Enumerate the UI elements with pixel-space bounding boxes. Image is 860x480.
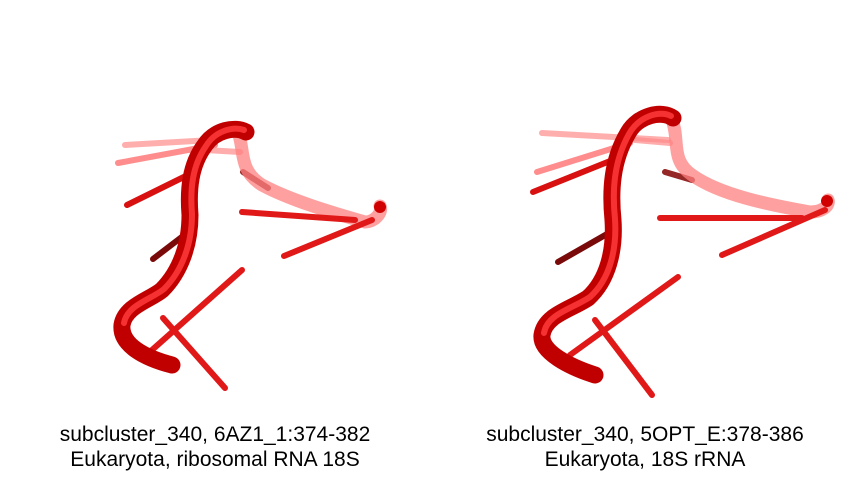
backbone-far-segment <box>665 113 835 219</box>
caption-title: subcluster_340, 6AZ1_1:374-382 <box>59 423 371 446</box>
base-stubs <box>530 154 828 398</box>
backbone-main-highlight <box>541 110 674 336</box>
caption-title: subcluster_340, 5OPT_E:378-386 <box>486 423 804 446</box>
backbone-end-cap <box>374 201 386 213</box>
base-stubs <box>124 167 375 391</box>
backbone-main-highlight <box>121 125 247 326</box>
backbone-far-segment <box>231 125 388 229</box>
rna-structure-view-right <box>530 105 835 398</box>
backbone-end-cap <box>821 195 833 207</box>
caption-subtitle: Eukaryota, ribosomal RNA 18S <box>70 448 360 471</box>
structure-panel-right: subcluster_340, 5OPT_E:378-386 Eukaryota… <box>430 0 860 480</box>
structure-panel-left: subcluster_340, 6AZ1_1:374-382 Eukaryota… <box>0 120 430 472</box>
structure-caption-right: subcluster_340, 5OPT_E:378-386 Eukaryota… <box>430 422 860 472</box>
caption-subtitle: Eukaryota, 18S rRNA <box>544 448 746 471</box>
backbone-main <box>113 120 255 374</box>
rna-structure-view-left <box>113 120 388 391</box>
structure-caption-left: subcluster_340, 6AZ1_1:374-382 Eukaryota… <box>0 422 430 472</box>
